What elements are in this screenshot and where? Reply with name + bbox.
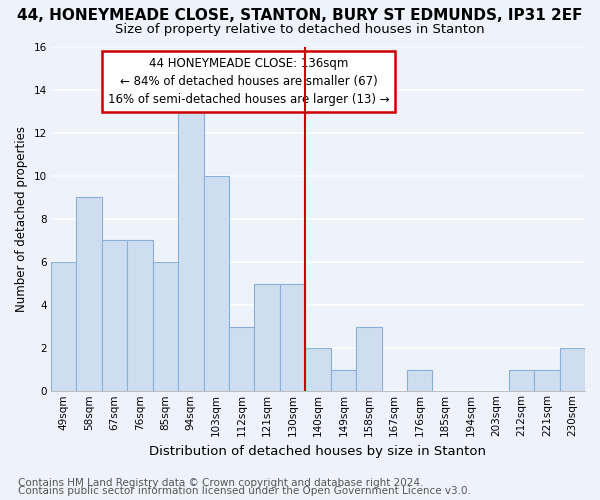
Bar [178,111,203,392]
Y-axis label: Number of detached properties: Number of detached properties [15,126,28,312]
Bar [152,262,178,392]
Bar [102,240,127,392]
Bar [305,348,331,392]
Bar [229,326,254,392]
Bar [407,370,433,392]
Bar [203,176,229,392]
Bar [331,370,356,392]
Text: 44, HONEYMEADE CLOSE, STANTON, BURY ST EDMUNDS, IP31 2EF: 44, HONEYMEADE CLOSE, STANTON, BURY ST E… [17,8,583,22]
Bar [127,240,152,392]
Text: Size of property relative to detached houses in Stanton: Size of property relative to detached ho… [115,22,485,36]
Bar [254,284,280,392]
X-axis label: Distribution of detached houses by size in Stanton: Distribution of detached houses by size … [149,444,487,458]
Text: Contains public sector information licensed under the Open Government Licence v3: Contains public sector information licen… [18,486,471,496]
Bar [51,262,76,392]
Text: Contains HM Land Registry data © Crown copyright and database right 2024.: Contains HM Land Registry data © Crown c… [18,478,424,488]
Bar [356,326,382,392]
Bar [509,370,534,392]
Bar [534,370,560,392]
Bar [76,198,102,392]
Bar [280,284,305,392]
Bar [560,348,585,392]
Text: 44 HONEYMEADE CLOSE: 136sqm
← 84% of detached houses are smaller (67)
16% of sem: 44 HONEYMEADE CLOSE: 136sqm ← 84% of det… [108,57,389,106]
